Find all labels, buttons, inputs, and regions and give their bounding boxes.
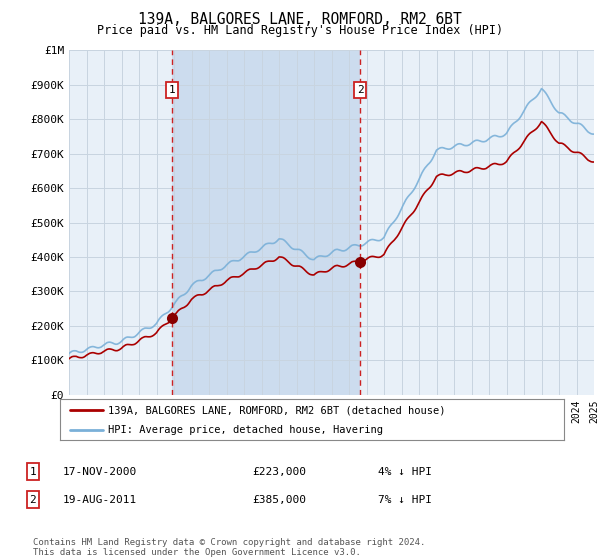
Text: 4% ↓ HPI: 4% ↓ HPI bbox=[378, 466, 432, 477]
Text: Contains HM Land Registry data © Crown copyright and database right 2024.
This d: Contains HM Land Registry data © Crown c… bbox=[33, 538, 425, 557]
Text: £223,000: £223,000 bbox=[252, 466, 306, 477]
Bar bbox=[172, 50, 360, 395]
Text: 7% ↓ HPI: 7% ↓ HPI bbox=[378, 494, 432, 505]
Text: £385,000: £385,000 bbox=[252, 494, 306, 505]
Text: 17-NOV-2000: 17-NOV-2000 bbox=[63, 466, 137, 477]
Text: 2: 2 bbox=[356, 85, 364, 95]
Text: 1: 1 bbox=[29, 466, 37, 477]
Text: 139A, BALGORES LANE, ROMFORD, RM2 6BT: 139A, BALGORES LANE, ROMFORD, RM2 6BT bbox=[138, 12, 462, 27]
Text: 19-AUG-2011: 19-AUG-2011 bbox=[63, 494, 137, 505]
Text: 2: 2 bbox=[29, 494, 37, 505]
Text: 139A, BALGORES LANE, ROMFORD, RM2 6BT (detached house): 139A, BALGORES LANE, ROMFORD, RM2 6BT (d… bbox=[108, 405, 445, 415]
Text: 1: 1 bbox=[169, 85, 175, 95]
Text: HPI: Average price, detached house, Havering: HPI: Average price, detached house, Have… bbox=[108, 424, 383, 435]
Text: Price paid vs. HM Land Registry's House Price Index (HPI): Price paid vs. HM Land Registry's House … bbox=[97, 24, 503, 37]
